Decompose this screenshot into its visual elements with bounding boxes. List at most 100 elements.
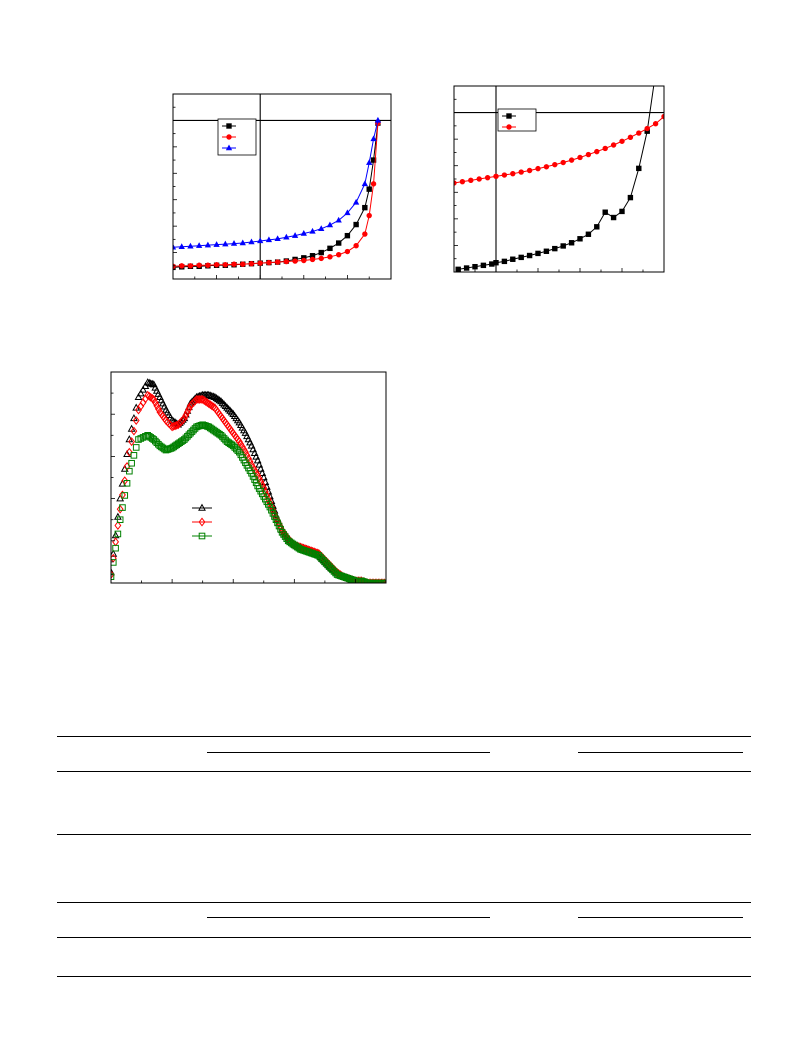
data-point bbox=[114, 521, 122, 530]
data-point bbox=[255, 460, 264, 468]
data-point bbox=[218, 398, 227, 406]
data-point bbox=[230, 240, 238, 246]
data-point bbox=[258, 468, 267, 477]
data-point bbox=[139, 385, 148, 393]
data-point bbox=[661, 113, 664, 120]
table-2-top-rule bbox=[57, 902, 751, 903]
data-point bbox=[111, 573, 115, 580]
data-point bbox=[480, 262, 487, 269]
data-point bbox=[350, 577, 358, 583]
data-point bbox=[327, 254, 333, 260]
table-1-top-rule bbox=[57, 736, 751, 737]
data-point bbox=[173, 420, 181, 430]
data-point bbox=[552, 245, 558, 252]
table-2-group-rule bbox=[578, 917, 743, 918]
data-point bbox=[459, 178, 466, 185]
data-point bbox=[619, 138, 625, 144]
data-point bbox=[137, 435, 145, 442]
data-point bbox=[619, 208, 625, 215]
table-2-group-rule bbox=[207, 917, 490, 918]
chart-1-legend bbox=[217, 118, 257, 156]
data-point bbox=[259, 473, 268, 481]
data-point bbox=[136, 389, 145, 397]
data-point bbox=[213, 241, 220, 247]
data-point bbox=[257, 237, 264, 244]
data-point bbox=[204, 241, 212, 248]
data-point bbox=[248, 238, 255, 245]
data-point bbox=[335, 240, 342, 246]
data-point bbox=[283, 258, 290, 265]
data-point bbox=[301, 257, 307, 264]
data-point bbox=[366, 159, 373, 165]
data-point bbox=[205, 399, 213, 409]
data-point bbox=[352, 198, 360, 205]
data-point bbox=[256, 464, 265, 472]
data-point bbox=[148, 379, 157, 387]
table-2-header-rule bbox=[57, 937, 751, 938]
data-point bbox=[220, 400, 228, 408]
data-point bbox=[183, 407, 191, 417]
data-point bbox=[123, 449, 131, 458]
data-point bbox=[501, 172, 508, 178]
data-point bbox=[196, 262, 202, 268]
data-point bbox=[585, 151, 592, 158]
data-point bbox=[128, 459, 135, 467]
data-point bbox=[128, 437, 136, 447]
chart-1-frame bbox=[172, 93, 392, 280]
data-point bbox=[180, 413, 188, 423]
data-point bbox=[187, 242, 194, 249]
data-point bbox=[361, 180, 368, 187]
data-point bbox=[602, 145, 608, 152]
data-point bbox=[187, 263, 194, 269]
data-point bbox=[265, 236, 273, 243]
chart-3 bbox=[110, 371, 387, 584]
data-point bbox=[130, 426, 138, 436]
chart-2-series-2 bbox=[454, 113, 664, 186]
data-point bbox=[602, 209, 608, 215]
data-point bbox=[111, 570, 115, 580]
data-point bbox=[274, 235, 281, 242]
data-point bbox=[224, 405, 233, 413]
table-2-bottom-rule bbox=[57, 976, 751, 977]
data-point bbox=[455, 266, 461, 272]
data-point bbox=[359, 578, 367, 583]
data-point bbox=[362, 204, 368, 211]
data-point bbox=[111, 568, 115, 576]
data-point bbox=[610, 214, 617, 221]
data-point bbox=[560, 159, 566, 166]
data-point bbox=[132, 444, 140, 451]
chart-2-legend bbox=[497, 108, 537, 132]
table-1-bottom-rule bbox=[57, 834, 751, 835]
data-point bbox=[484, 174, 491, 181]
data-point bbox=[178, 415, 187, 423]
data-point bbox=[209, 392, 218, 400]
data-point bbox=[476, 176, 482, 182]
data-point bbox=[205, 262, 211, 268]
data-point bbox=[214, 395, 222, 403]
chart-2-series-2-line bbox=[454, 116, 664, 184]
legend-box bbox=[217, 118, 257, 156]
data-point bbox=[644, 125, 650, 132]
data-point bbox=[627, 194, 634, 201]
chart-2-ticks bbox=[453, 85, 665, 273]
chart-2-marks bbox=[454, 70, 664, 272]
data-point bbox=[203, 398, 211, 408]
legend-marker bbox=[198, 503, 206, 511]
data-point bbox=[653, 70, 658, 75]
chart-3-series-1 bbox=[111, 378, 386, 583]
data-point bbox=[366, 186, 372, 192]
data-point bbox=[212, 393, 221, 402]
chart-3-series-2 bbox=[111, 390, 386, 583]
data-point bbox=[123, 480, 131, 487]
data-point bbox=[126, 467, 133, 475]
data-point bbox=[206, 400, 214, 410]
chart-1-ticks bbox=[172, 93, 392, 280]
data-point bbox=[112, 544, 119, 552]
data-point bbox=[147, 392, 155, 402]
data-point bbox=[226, 406, 235, 414]
data-point bbox=[111, 549, 118, 557]
data-point bbox=[150, 394, 158, 404]
data-point bbox=[178, 243, 185, 249]
data-point bbox=[454, 180, 457, 186]
data-point bbox=[194, 394, 202, 404]
